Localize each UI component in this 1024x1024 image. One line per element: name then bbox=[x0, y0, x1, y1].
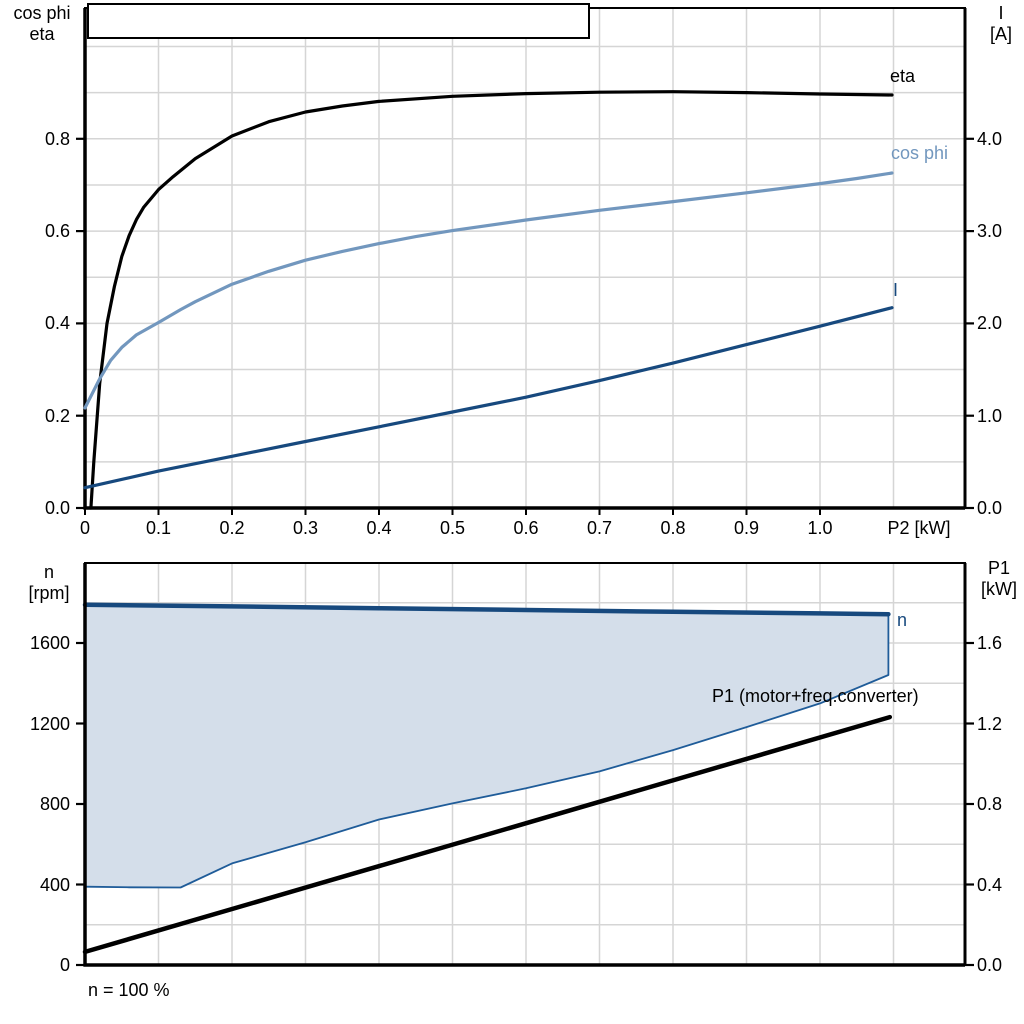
x-tick-label: 0.2 bbox=[219, 518, 245, 538]
x-tick-label: 1.0 bbox=[807, 518, 833, 538]
cos-phi-axis-label: cos phi bbox=[13, 3, 71, 23]
top-left-tick-label: 0.4 bbox=[44, 313, 70, 334]
x-tick-label: 0.3 bbox=[292, 518, 319, 538]
curve-label-cos-phi: cos phi bbox=[891, 143, 949, 163]
x-tick-label: 0.5 bbox=[439, 518, 466, 538]
current-axis-unit: [A] bbox=[989, 24, 1012, 44]
current-axis-label: I bbox=[998, 3, 1004, 23]
curve-n bbox=[82, 602, 891, 617]
duty-range-area bbox=[85, 604, 889, 888]
top-right-tick-label: 0.0 bbox=[977, 498, 1003, 518]
curve-I bbox=[83, 306, 894, 490]
top-left-tick-label: 0.6 bbox=[44, 221, 70, 242]
curve-p1 bbox=[82, 714, 893, 955]
chart-title-box: NKE32-200.1/201 + 90SD 1.1 kW 3*460 V, 6… bbox=[87, 3, 590, 39]
bottom-left-axis-label: n [rpm] bbox=[8, 562, 90, 604]
bottom-right-axis-label: P1 [kW] bbox=[974, 558, 1024, 600]
top-left-tick-label: 0.8 bbox=[44, 128, 70, 149]
top-right-axis-label: I [A] bbox=[979, 3, 1023, 45]
bottom-left-tick-label: 400 bbox=[39, 874, 70, 895]
speed-axis-unit: [rpm] bbox=[28, 583, 70, 603]
p1-axis-label: P1 bbox=[987, 558, 1011, 578]
curve-cos-phi bbox=[83, 171, 894, 410]
x-tick-label: 0.7 bbox=[586, 518, 613, 538]
bottom-right-tick-label: 0.8 bbox=[977, 794, 1003, 814]
bottom-right-tick-label: 0.0 bbox=[977, 955, 1003, 975]
top-right-tick-label: 2.0 bbox=[977, 313, 1003, 334]
bottom-left-tick-label: 0 bbox=[59, 955, 70, 975]
bottom-right-tick-label: 1.2 bbox=[977, 713, 1003, 734]
top-left-tick-label: 0.2 bbox=[44, 405, 70, 426]
top-left-axis-label: cos phi eta bbox=[2, 3, 82, 45]
x-tick-label: 0 bbox=[79, 518, 90, 538]
top-right-tick-label: 3.0 bbox=[977, 221, 1003, 242]
x-tick-label: 0.6 bbox=[513, 518, 539, 538]
bottom-left-tick-label: 1600 bbox=[29, 633, 70, 653]
curve-label-eta: eta bbox=[890, 66, 916, 86]
bottom-right-tick-label: 1.6 bbox=[977, 633, 1003, 653]
bottom-left-tick-label: 1200 bbox=[29, 713, 70, 734]
x-axis-label: P2 [kW] bbox=[887, 518, 951, 538]
curve-eta bbox=[89, 90, 894, 510]
x-tick-label: 0.9 bbox=[733, 518, 760, 538]
p1-axis-unit: [kW] bbox=[981, 579, 1017, 599]
x-tick-label: 0.8 bbox=[660, 518, 686, 538]
top-right-tick-label: 1.0 bbox=[977, 405, 1003, 426]
eta-axis-label: eta bbox=[29, 24, 55, 44]
curve-label-current: I bbox=[893, 280, 899, 300]
curve-n-min-envelope bbox=[84, 614, 890, 889]
bottom-left-tick-label: 800 bbox=[39, 794, 70, 814]
curve-label-speed: n bbox=[897, 610, 908, 630]
top-plot-frame bbox=[84, 7, 966, 509]
x-tick-label: 0.4 bbox=[366, 518, 392, 538]
top-right-tick-label: 4.0 bbox=[977, 128, 1003, 149]
speed-footnote: n = 100 % bbox=[88, 980, 170, 1000]
x-tick-label: 0.1 bbox=[145, 518, 172, 538]
bottom-right-tick-label: 0.4 bbox=[977, 874, 1003, 895]
curve-label-p1: P1 (motor+freq.converter) bbox=[712, 686, 919, 706]
speed-axis-label: n bbox=[43, 562, 54, 582]
top-left-tick-label: 0.0 bbox=[44, 498, 70, 518]
